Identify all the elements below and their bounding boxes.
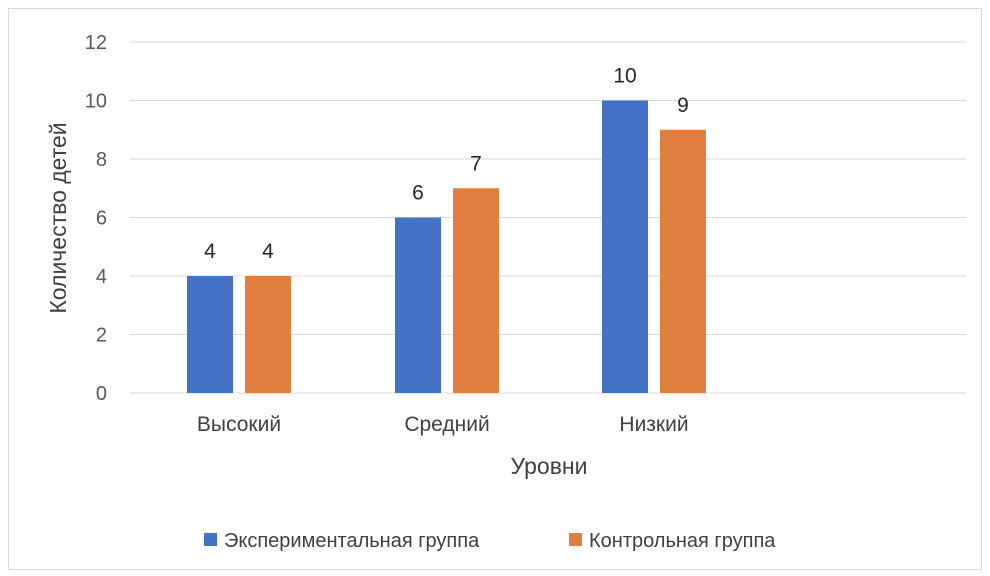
y-tick-label: 4: [96, 266, 107, 288]
y-tick-label: 10: [85, 91, 107, 113]
data-label: 9: [677, 94, 689, 117]
category-label: Высокий: [197, 413, 281, 436]
bar-control-2: [660, 129, 706, 393]
bar-control-1: [453, 188, 499, 393]
legend-label: Контрольная группа: [589, 530, 776, 552]
legend: Экспериментальная группа Контрольная груп…: [204, 530, 776, 552]
category-label: Низкий: [619, 413, 688, 436]
y-tick-label: 2: [96, 325, 107, 347]
y-axis-title: Количество детей: [45, 122, 71, 313]
legend-label: Экспериментальная группа: [224, 530, 480, 552]
y-tick-labels: 0 2 4 6 8 10 12: [85, 32, 107, 405]
data-label: 4: [204, 240, 216, 263]
category-labels: Высокий Средний Низкий: [197, 413, 689, 436]
data-label: 6: [412, 182, 424, 205]
data-labels: 4 4 6 7 10 9: [204, 65, 689, 264]
x-axis-title: Уровни: [511, 453, 588, 479]
data-label: 7: [470, 152, 482, 175]
y-tick-label: 12: [85, 32, 107, 54]
legend-swatch: [204, 533, 217, 546]
bar-experimental-0: [187, 276, 233, 393]
y-tick-label: 8: [96, 149, 107, 171]
bar-experimental-1: [395, 217, 441, 393]
data-label: 10: [613, 65, 636, 88]
category-label: Средний: [404, 413, 489, 436]
bar-experimental-2: [602, 100, 648, 393]
legend-swatch: [569, 533, 582, 546]
data-label: 4: [262, 240, 274, 263]
bars: [187, 100, 706, 393]
bar-control-0: [245, 276, 291, 393]
y-tick-label: 6: [96, 208, 107, 230]
y-tick-label: 0: [96, 383, 107, 405]
